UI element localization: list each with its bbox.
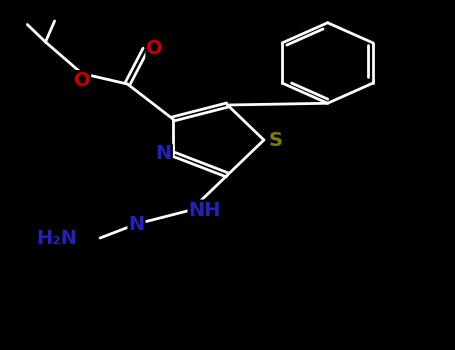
Text: NH: NH [188,201,221,219]
Text: O: O [147,40,163,58]
Text: S: S [268,131,282,149]
Text: N: N [128,215,145,233]
Text: H₂N: H₂N [36,229,77,247]
Text: N: N [156,145,172,163]
Text: O: O [74,71,90,90]
